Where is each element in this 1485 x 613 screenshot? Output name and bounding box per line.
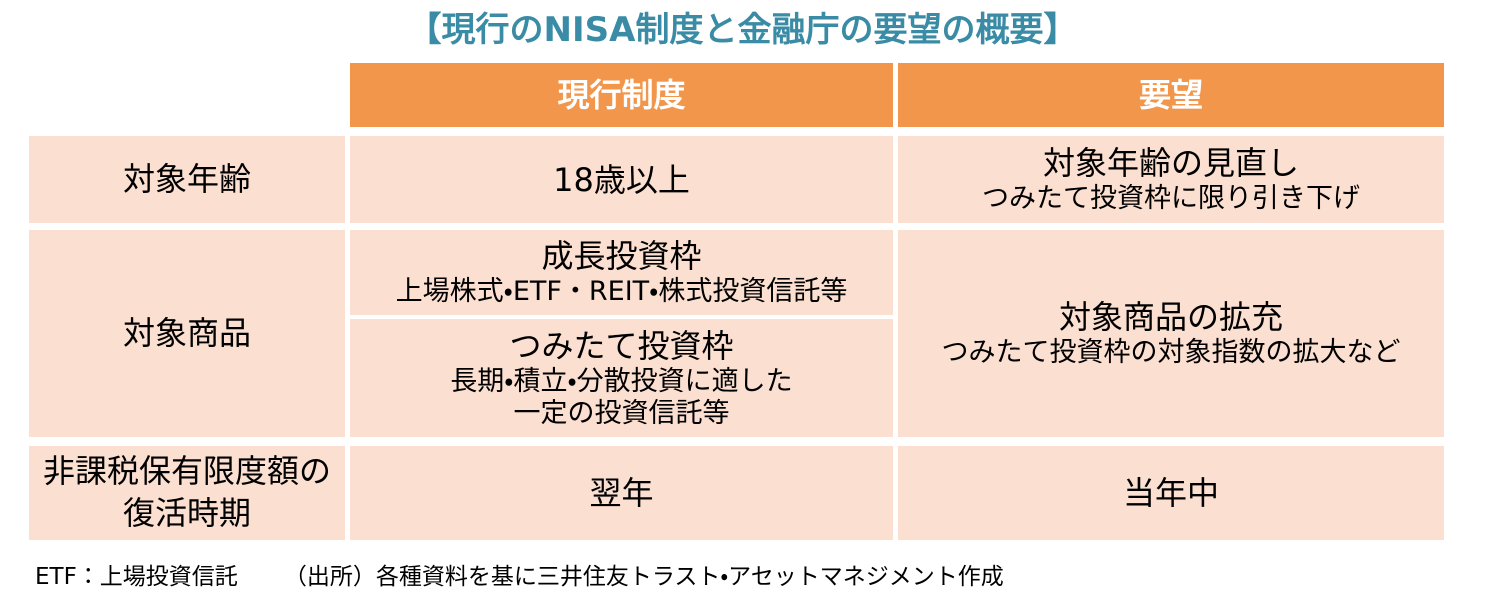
cell-products-growth-sub: 上場株式・ETF・REIT・株式投資信託等 <box>395 276 848 308</box>
column-header-current-label: 現行制度 <box>557 76 686 114</box>
cell-age-request: 対象年齢の見直し つみたて投資枠に限り引き下げ <box>898 136 1444 223</box>
row-label-target-products: 対象商品 <box>29 230 345 437</box>
column-header-request: 要望 <box>898 63 1444 127</box>
cell-products-request-main: 対象商品の拡充 <box>1058 298 1283 337</box>
cell-products-tsumitate-sub1: 長期・積立・分散投資に適した <box>450 365 793 397</box>
nisa-comparison-table: 現行制度 要望 対象年齢 18歳以上 対象年齢の見直し つみたて投資枠に限り引き… <box>29 63 1444 540</box>
cell-limit-request: 当年中 <box>898 446 1444 540</box>
cell-products-request-sub: つみたて投資枠の対象指数の拡大など <box>941 337 1401 369</box>
cell-products-tsumitate-frame: つみたて投資枠 長期・積立・分散投資に適した 一定の投資信託等 <box>350 319 893 437</box>
row-label-taxfree-limit-reset: 非課税保有限度額の 復活時期 <box>29 446 345 540</box>
cell-limit-request-text: 当年中 <box>1122 474 1219 512</box>
row-label-target-age: 対象年齢 <box>29 136 345 223</box>
row-label-taxfree-limit-line2: 復活時期 <box>122 494 251 532</box>
column-header-current-system: 現行制度 <box>350 63 893 127</box>
footnote: ETF：上場投資信託 （出所）各種資料を基に三井住友トラスト・アセットマネジメント… <box>35 557 1004 591</box>
cell-limit-current: 翌年 <box>350 446 893 540</box>
footnote-etf-definition: ETF：上場投資信託 <box>35 564 238 590</box>
cell-age-current: 18歳以上 <box>350 136 893 223</box>
footnote-source-attribution: （出所）各種資料を基に三井住友トラスト・アセットマネジメント作成 <box>283 564 1004 590</box>
cell-products-tsumitate-sub2: 一定の投資信託等 <box>513 398 730 429</box>
cell-age-request-sub: つみたて投資枠に限り引き下げ <box>982 183 1360 215</box>
cell-limit-current-text: 翌年 <box>589 474 654 512</box>
cell-age-request-main: 対象年齢の見直し <box>1042 144 1299 183</box>
cell-products-tsumitate-main: つみたて投資枠 <box>509 326 734 365</box>
row-label-target-age-text: 対象年齢 <box>122 159 251 198</box>
row-label-taxfree-limit-line1: 非課税保有限度額の <box>42 452 331 491</box>
row-label-target-products-text: 対象商品 <box>122 313 251 352</box>
column-header-request-label: 要望 <box>1138 76 1203 114</box>
cell-products-growth-frame: 成長投資枠 上場株式・ETF・REIT・株式投資信託等 <box>350 230 893 315</box>
figure-title: 【現行のNISA制度と金融庁の要望の概要】 <box>407 10 1078 50</box>
cell-products-request: 対象商品の拡充 つみたて投資枠の対象指数の拡大など <box>898 230 1444 437</box>
cell-age-current-text: 18歳以上 <box>553 160 690 199</box>
cell-products-growth-main: 成長投資枠 <box>541 237 702 276</box>
